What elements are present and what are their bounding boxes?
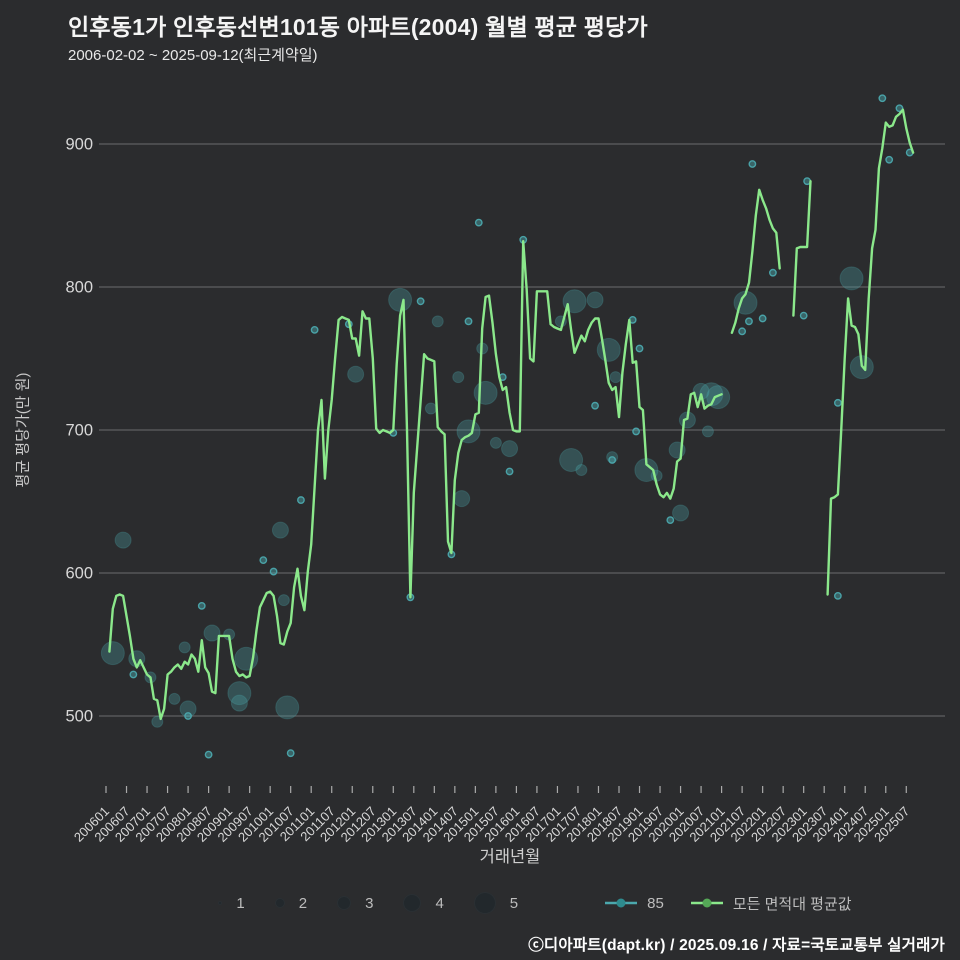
legend-size-4-label: 4 bbox=[435, 894, 444, 912]
legend-series-85-label: 85 bbox=[647, 894, 664, 912]
y-tick-label-700: 700 bbox=[65, 422, 93, 440]
legend-size-5-label: 5 bbox=[509, 894, 519, 912]
bubble-85 bbox=[701, 425, 714, 438]
teal-line-marker-icon bbox=[605, 898, 638, 908]
bubble-85 bbox=[184, 712, 192, 720]
bubble-size-2-icon bbox=[274, 898, 285, 908]
bubble-85 bbox=[197, 601, 206, 610]
bubble-85 bbox=[416, 297, 425, 306]
legend-series-85[interactable]: 85 bbox=[604, 895, 664, 912]
average-price-line bbox=[108, 108, 915, 721]
y-tick-label-800: 800 bbox=[65, 279, 93, 297]
bubble-85 bbox=[456, 419, 481, 444]
bubble-85 bbox=[269, 567, 278, 576]
legend-series-average-label: 모든 면적대 평균값 bbox=[732, 895, 852, 913]
legend-size-3: 3 bbox=[337, 895, 373, 912]
bubble-85 bbox=[839, 266, 864, 291]
bubble-85 bbox=[575, 464, 588, 477]
bubble-85 bbox=[769, 268, 777, 277]
bubble-85 bbox=[833, 591, 842, 600]
bubble-85 bbox=[424, 402, 437, 415]
bubble-85 bbox=[203, 624, 221, 642]
legend-size-3-label: 3 bbox=[365, 894, 374, 912]
bubble-85 bbox=[286, 749, 295, 758]
bubble-85 bbox=[666, 516, 675, 524]
bubble-85 bbox=[310, 325, 319, 334]
x-axis-title: 거래년월 bbox=[479, 848, 541, 866]
bubble-85 bbox=[100, 641, 125, 666]
bubble-85 bbox=[591, 401, 599, 410]
bubble-85 bbox=[559, 448, 584, 473]
legend-size-1-label: 1 bbox=[236, 894, 245, 912]
bubble-85 bbox=[505, 467, 514, 476]
legend-series-average[interactable]: 모든 면적대 평균값 bbox=[690, 893, 852, 914]
bubble-85 bbox=[271, 521, 289, 539]
y-tick-label-900: 900 bbox=[65, 136, 93, 154]
legend-size-2-label: 2 bbox=[298, 894, 308, 912]
bubble-size-5-icon bbox=[473, 892, 496, 914]
bubble-85 bbox=[179, 700, 197, 718]
bubble-85 bbox=[473, 380, 498, 405]
page-title: 인후동1가 인후동선변101동 아파트(2004) 월별 평균 평당가 bbox=[68, 14, 648, 40]
bubble-85 bbox=[452, 371, 465, 384]
bubble-85 bbox=[609, 371, 622, 384]
bubble-85 bbox=[388, 287, 413, 312]
bubble-85 bbox=[885, 155, 894, 164]
bubble-85 bbox=[347, 365, 365, 383]
bubble-85 bbox=[114, 531, 132, 549]
bubble-85 bbox=[635, 344, 644, 353]
bubble-85 bbox=[297, 496, 305, 504]
bubble-85 bbox=[608, 456, 617, 464]
bubble-85 bbox=[758, 314, 767, 323]
bubble-85 bbox=[431, 315, 444, 328]
bubble-size-1-icon bbox=[218, 901, 223, 905]
legend-size-1: 1 bbox=[218, 894, 245, 912]
bubble-85 bbox=[501, 440, 519, 458]
bubble-85 bbox=[745, 317, 753, 326]
bubble-85 bbox=[129, 670, 138, 679]
bubble-85 bbox=[204, 750, 213, 759]
bubble-85 bbox=[275, 695, 300, 720]
bubble-85 bbox=[895, 104, 904, 113]
bubble-size-4-icon bbox=[403, 894, 422, 912]
y-axis-title: 평균 평당가(만 원) bbox=[14, 372, 32, 488]
bubble-85 bbox=[799, 311, 808, 320]
bubble-85 bbox=[277, 594, 290, 607]
source-attribution: ⓒ디아파트(dapt.kr) / 2025.09.16 / 자료=국토교통부 실… bbox=[528, 937, 945, 954]
legend-size-2: 2 bbox=[274, 894, 308, 912]
date-range-subtitle: 2006-02-02 ~ 2025-09-12(최근계약일) bbox=[68, 47, 318, 64]
bubble-85 bbox=[833, 398, 842, 407]
bubble-85 bbox=[259, 556, 268, 565]
y-tick-label-500: 500 bbox=[65, 708, 93, 726]
bubble-85 bbox=[178, 641, 191, 654]
bubble-85 bbox=[230, 694, 248, 712]
legend-size-5: 5 bbox=[473, 892, 519, 914]
bubble-85 bbox=[878, 94, 887, 103]
bubble-85 bbox=[453, 490, 471, 508]
legend: 1 2 3 4 5 85 모든 면적대 평균값 bbox=[110, 888, 960, 918]
bubble-size-3-icon bbox=[337, 896, 352, 910]
bubble-85 bbox=[596, 337, 621, 362]
bubble-85 bbox=[464, 317, 473, 326]
bubble-85 bbox=[672, 504, 690, 522]
bubble-85 bbox=[738, 327, 747, 336]
bubble-85 bbox=[632, 427, 640, 436]
bubble-85 bbox=[586, 291, 604, 309]
bubble-85 bbox=[699, 382, 724, 407]
bubble-85 bbox=[489, 436, 502, 449]
bubble-85 bbox=[748, 160, 757, 168]
green-line-marker-icon bbox=[690, 898, 723, 908]
bubble-85 bbox=[168, 692, 181, 705]
bubble-85 bbox=[474, 218, 483, 227]
legend-size-4: 4 bbox=[403, 894, 444, 912]
y-tick-label-600: 600 bbox=[65, 565, 93, 583]
bubble-85 bbox=[227, 681, 252, 706]
